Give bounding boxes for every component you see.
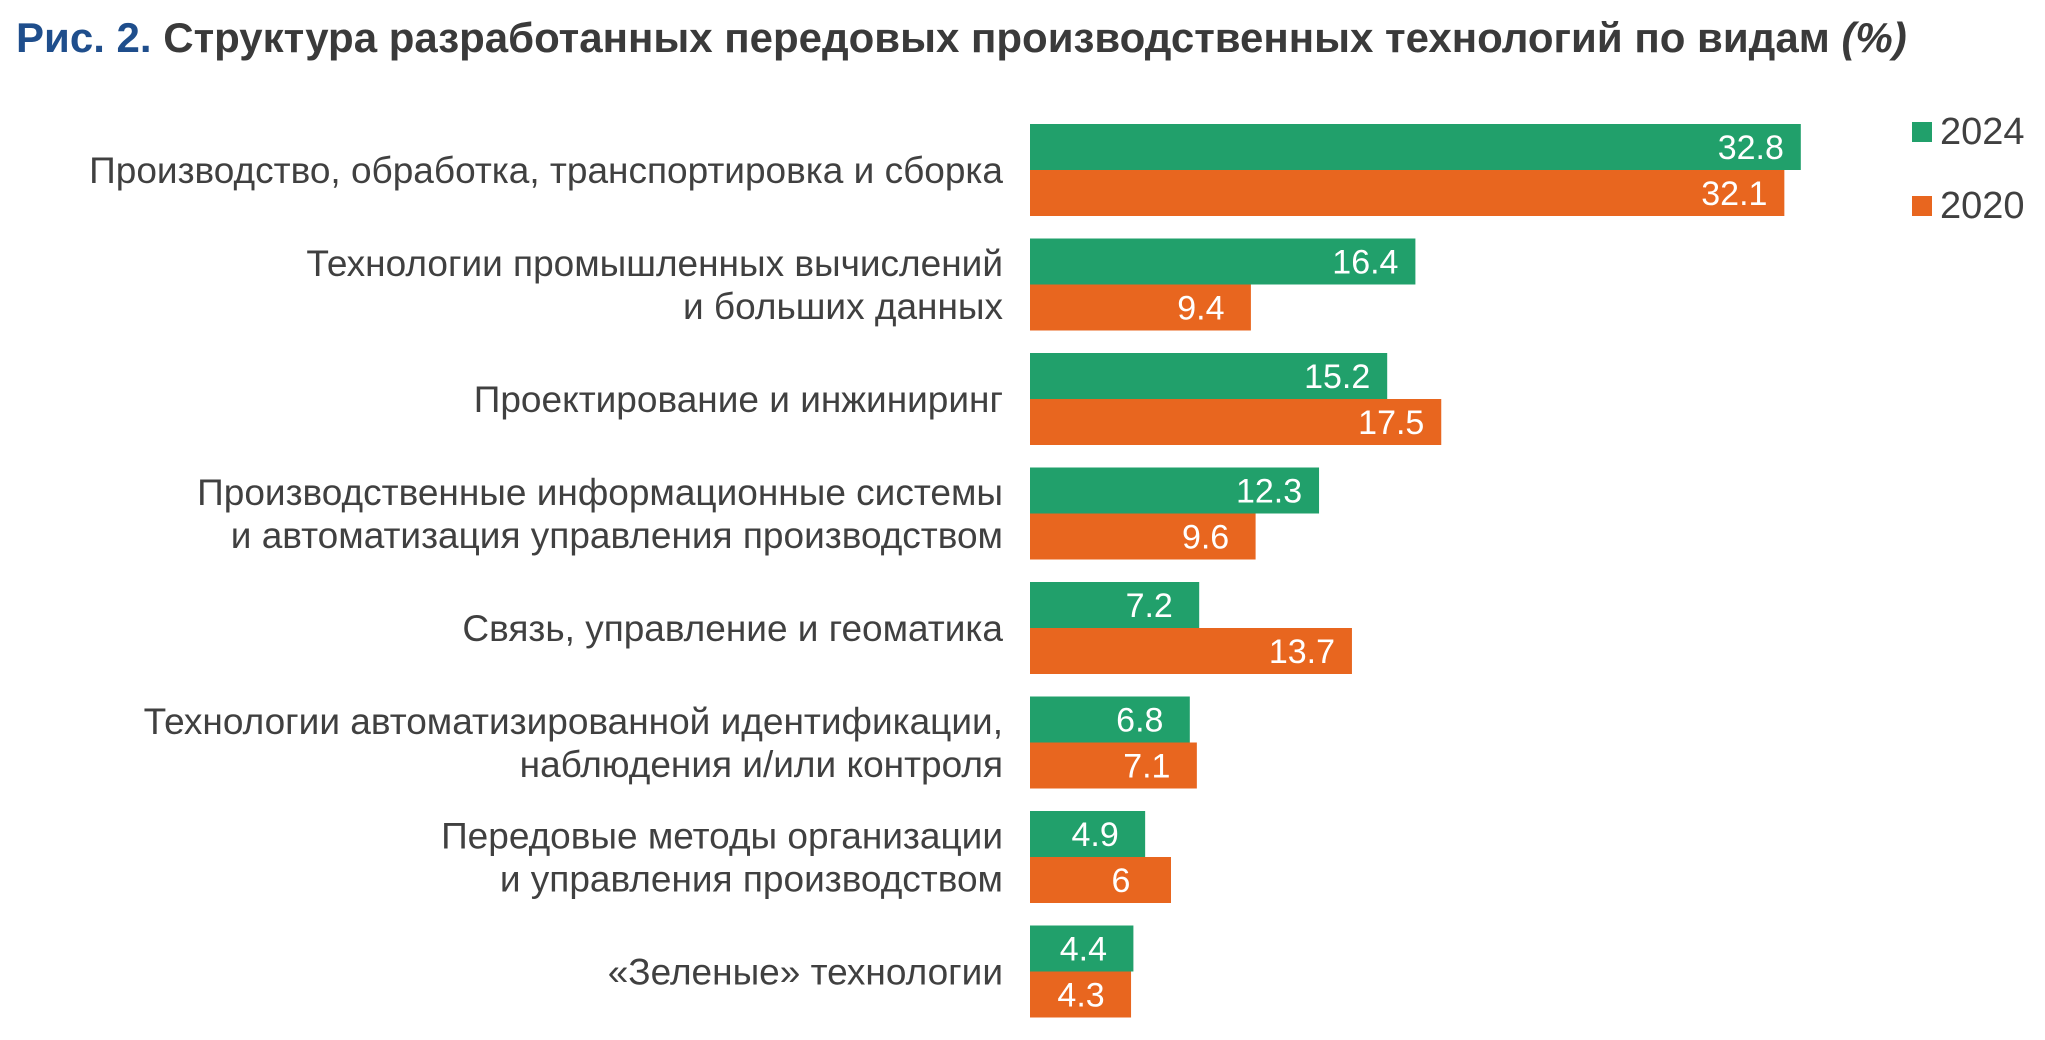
category-label-line: Производство, обработка, транспортировка… xyxy=(89,150,1003,191)
bar-2020 xyxy=(1030,628,1352,674)
legend-swatch-2024 xyxy=(1912,122,1932,142)
category-label: Производственные информационные системы и… xyxy=(197,472,1003,556)
figure-number: Рис. 2. xyxy=(16,14,152,61)
category-label: Производство, обработка, транспортировка… xyxy=(89,150,1003,191)
value-label: 15.2 xyxy=(1304,358,1370,396)
legend-label-2024: 2024 xyxy=(1940,111,2025,153)
bar-2024 xyxy=(1030,925,1134,972)
category-label-line: «Зеленые» технологии xyxy=(608,952,1003,993)
category-label-line: Проектирование и инжиниринг xyxy=(474,379,1003,420)
category-label-line: наблюдения и/или контроля xyxy=(520,744,1003,785)
value-label: 12.3 xyxy=(1236,473,1302,511)
category-label: «Зеленые» технологии xyxy=(608,952,1003,993)
category-label-line: Технологии промышленных вычислений xyxy=(306,243,1003,284)
value-label: 9.4 xyxy=(1177,290,1224,328)
value-label: 4.9 xyxy=(1072,816,1119,854)
category-label-line: Связь, управление и геоматика xyxy=(462,608,1003,649)
category-label: Передовые методы организации и управления… xyxy=(441,816,1003,900)
bar-2024 xyxy=(1030,353,1388,399)
category-label: Проектирование и инжиниринг xyxy=(474,379,1003,420)
category-label-line: Передовые методы организации xyxy=(441,816,1003,857)
bar-2020 xyxy=(1030,857,1171,903)
bar-2020 xyxy=(1030,971,1132,1018)
bar-2024 xyxy=(1030,582,1200,628)
value-label: 6.8 xyxy=(1116,702,1163,740)
title-text: Структура разработанных передовых произв… xyxy=(163,14,1830,61)
category-label: Связь, управление и геоматика xyxy=(462,608,1003,649)
legend-swatch-2020 xyxy=(1912,196,1932,216)
value-label: 7.2 xyxy=(1126,587,1173,625)
bar-2020 xyxy=(1030,284,1251,331)
bar-2020 xyxy=(1030,170,1785,216)
value-label: 16.4 xyxy=(1332,244,1398,282)
bar-2020 xyxy=(1030,513,1256,560)
category-label-line: и больших данных xyxy=(683,286,1004,327)
value-label: 17.5 xyxy=(1358,404,1424,442)
category-label: Технологии промышленных вычислений и боль… xyxy=(306,243,1003,327)
value-label: 9.6 xyxy=(1182,519,1229,557)
category-label-line: и управления производством xyxy=(500,859,1003,900)
bar-2020 xyxy=(1030,742,1197,789)
category-label: Технологии автоматизированной идентифика… xyxy=(144,701,1003,785)
value-label: 32.1 xyxy=(1701,175,1767,213)
value-label: 6 xyxy=(1112,862,1131,900)
title-unit: (%) xyxy=(1841,14,1907,61)
value-label: 4.3 xyxy=(1057,977,1104,1015)
value-label: 13.7 xyxy=(1269,633,1335,671)
chart-title: Рис. 2. Структура разработанных передовы… xyxy=(16,14,1907,62)
value-label: 4.4 xyxy=(1060,931,1107,969)
bar-2024 xyxy=(1030,811,1146,857)
bar-2024 xyxy=(1030,467,1320,514)
value-label: 7.1 xyxy=(1123,748,1170,786)
category-label-line: и автоматизация управления производством xyxy=(231,515,1003,556)
value-label: 32.8 xyxy=(1718,129,1784,167)
legend-label-2020: 2020 xyxy=(1940,185,2025,227)
category-label-line: Производственные информационные системы xyxy=(197,472,1003,513)
bar-2024 xyxy=(1030,124,1801,170)
bar-2024 xyxy=(1030,696,1190,743)
bar-2020 xyxy=(1030,399,1442,445)
bar-2024 xyxy=(1030,238,1416,285)
category-label-line: Технологии автоматизированной идентифика… xyxy=(144,701,1003,742)
